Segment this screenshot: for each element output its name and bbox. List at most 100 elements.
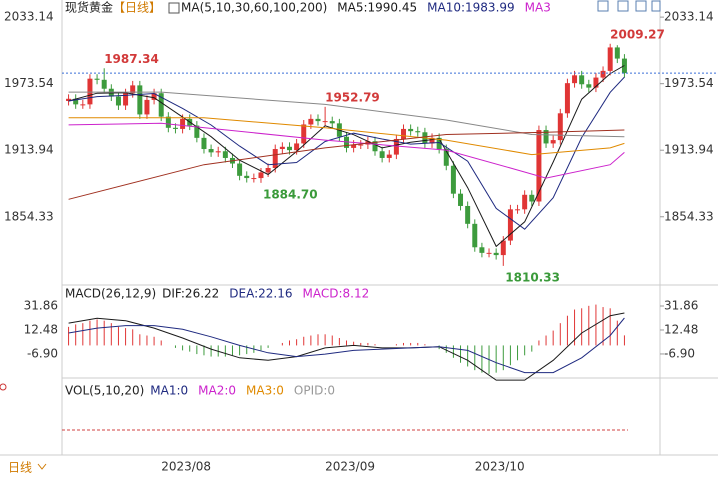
legend-text: MA(5,10,30,60,100,200) [181, 1, 327, 15]
candle-body [515, 209, 521, 211]
ma-line [68, 117, 625, 156]
y-tick-label: 2033.14 [664, 10, 714, 24]
candle-body [614, 47, 620, 59]
candle-body [315, 118, 321, 122]
window-icons[interactable] [597, 0, 661, 12]
candle-body [564, 83, 570, 114]
candle-body [286, 146, 292, 151]
candle-body [493, 252, 499, 256]
y-tick-label: 31.86 [24, 298, 58, 312]
candle-body [465, 205, 471, 224]
x-tick-label: 2023/10 [475, 460, 525, 474]
indicator-icon[interactable] [168, 2, 180, 14]
candle-body [158, 93, 164, 117]
candle-body [458, 193, 464, 206]
ma-line [68, 129, 625, 200]
y-tick-label: 1854.33 [664, 209, 714, 223]
candle-body [137, 85, 143, 115]
settings-icon[interactable] [0, 383, 7, 391]
low-label: 1810.33 [505, 270, 560, 284]
candle-body [201, 137, 207, 150]
y-tick-label: -6.90 [664, 346, 695, 360]
candle-body [408, 128, 414, 132]
candle-body [123, 93, 129, 106]
y-tick-label: 1973.54 [664, 76, 714, 90]
legend-entry: MA3 [525, 1, 551, 15]
candle-body [593, 77, 599, 88]
candle-body [130, 85, 136, 94]
candle-body [443, 149, 449, 166]
candle-body [415, 131, 421, 133]
candle-body [372, 141, 378, 152]
candle-body [208, 149, 214, 153]
candle-body [550, 140, 556, 144]
candle-body [393, 138, 399, 155]
ma-line [68, 65, 625, 248]
candle-body [586, 84, 592, 88]
candle-body [151, 93, 157, 100]
candle-body [251, 178, 257, 180]
legend-text: 【日线】 [113, 1, 161, 15]
x-tick-label: 2023/09 [325, 460, 375, 474]
candle-body [265, 168, 271, 173]
legend-text: VOL(5,10,20) [65, 384, 144, 398]
candle-body [529, 194, 535, 202]
candle-body [329, 121, 335, 124]
candle-body [222, 151, 228, 158]
period-tab[interactable]: 日线 [8, 461, 32, 475]
y-tick-label: 1913.94 [664, 143, 714, 157]
candle-body [486, 252, 492, 254]
candle-body [557, 113, 563, 141]
icon[interactable] [617, 0, 629, 12]
ma-line [68, 76, 625, 230]
legend-entry: MA10:1983.99 [427, 1, 515, 15]
legend-entry: MA2:0 [198, 384, 236, 398]
candle-body [237, 163, 243, 176]
candle-body [472, 223, 478, 248]
candle-body [66, 98, 72, 102]
legend-entry: DIF:26.22 [162, 287, 219, 301]
legend-entry: MACD:8.12 [303, 287, 370, 301]
candle-body [500, 240, 506, 256]
candle-body [165, 116, 171, 128]
candle-body [522, 194, 528, 210]
candle-body [351, 144, 357, 148]
candle-body [600, 70, 606, 78]
high-label: 1952.79 [325, 90, 380, 104]
candle-body [308, 118, 314, 125]
candle-body [429, 137, 435, 144]
candle-body [172, 127, 178, 129]
low-label: 1884.70 [263, 187, 318, 201]
candle-body [572, 75, 578, 84]
candle-body [215, 151, 221, 153]
candle-body [80, 104, 86, 106]
candle-body [379, 151, 385, 158]
candle-body [579, 75, 585, 85]
candle-body [180, 118, 186, 129]
candle-body [94, 78, 100, 80]
high-label: 2009.27 [610, 27, 665, 41]
y-tick-label: 1913.94 [4, 143, 54, 157]
x-tick-label: 2023/08 [161, 460, 211, 474]
y-tick-label: 12.48 [24, 322, 58, 336]
candle-body [194, 125, 200, 138]
candle-body [301, 124, 307, 144]
y-tick-label: 2033.14 [4, 10, 54, 24]
high-label: 1987.34 [104, 52, 159, 66]
candle-body [258, 172, 264, 179]
candle-body [244, 175, 250, 179]
candle-body [536, 130, 542, 202]
candle-body [115, 96, 121, 106]
candle-body [294, 143, 300, 151]
icon[interactable] [597, 0, 609, 12]
y-tick-label: 1854.33 [4, 209, 54, 223]
legend-entry: DEA:22.16 [229, 287, 292, 301]
y-tick-label: 31.86 [664, 298, 698, 312]
icon[interactable] [635, 0, 647, 12]
candle-body [279, 146, 285, 150]
icon[interactable] [651, 0, 661, 12]
candle-body [401, 128, 407, 139]
candle-body [87, 78, 93, 105]
